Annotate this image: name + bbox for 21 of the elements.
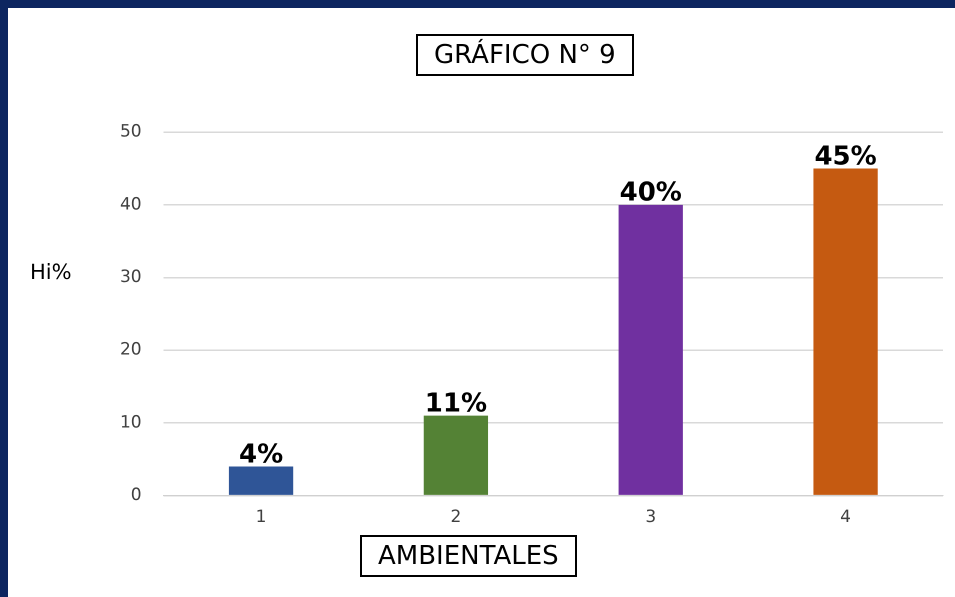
- y-tick-label: 0: [130, 485, 142, 506]
- data-label: 45%: [814, 141, 877, 172]
- x-tick-label: 3: [645, 507, 656, 528]
- x-tick-label: 2: [450, 507, 462, 528]
- x-tick-label: 4: [840, 507, 851, 528]
- y-tick-label: 30: [120, 266, 142, 287]
- bar: [424, 416, 488, 495]
- y-tick-label: 10: [120, 412, 142, 432]
- bar: [228, 466, 294, 495]
- y-tick-label: 20: [120, 340, 142, 360]
- y-tick-label: 40: [120, 194, 142, 214]
- y-tick-label: 50: [120, 122, 142, 142]
- bar: [813, 168, 878, 495]
- data-label: 11%: [424, 388, 488, 418]
- data-label: 40%: [620, 178, 682, 208]
- x-tick-label: 1: [256, 507, 266, 528]
- data-label: 4%: [238, 439, 284, 470]
- x-axis-title: AMBIENTALES: [360, 535, 577, 577]
- chart-title: GRÁFICO N° 9: [416, 34, 634, 76]
- y-axis-title: Hi%: [30, 260, 72, 284]
- bar: [618, 204, 683, 495]
